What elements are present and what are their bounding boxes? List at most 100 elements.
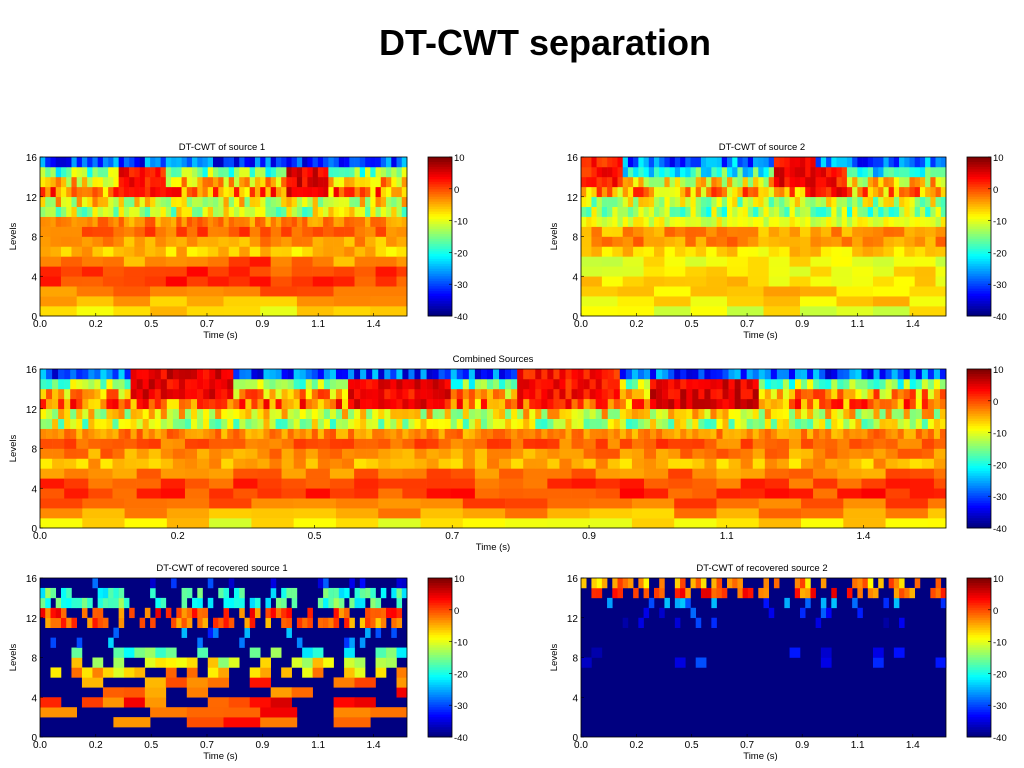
heatmap-cell [46,418,53,429]
colorbar-segment [428,221,452,225]
heatmap-cell [909,438,923,449]
heatmap-cell [76,378,83,390]
heatmap-cell [810,176,816,188]
heatmap-cell [139,186,146,198]
colorbar-segment [428,199,452,203]
heatmap-cell [706,226,717,237]
heatmap-cell [940,216,947,227]
heatmap-cell [820,657,832,668]
heatmap-cell [680,216,686,227]
heatmap-cell [223,587,230,599]
heatmap-cell [251,388,258,400]
heatmap-cell [40,296,77,307]
heatmap-cell [613,398,621,410]
heatmap-cell [108,157,114,168]
heatmap-cell [450,478,476,489]
colorbar-segment [967,595,991,599]
heatmap-cell [275,418,282,429]
heatmap-cell [359,617,366,628]
heatmap-cell [323,216,329,227]
heatmap-cell [831,587,837,599]
heatmap-cell [94,388,101,400]
heatmap-cell [680,398,687,410]
heatmap-cell [648,186,655,198]
heatmap-cell [354,226,366,237]
heatmap-cell [197,378,204,390]
heatmap-cell [50,206,57,217]
heatmap-cell [933,418,941,429]
colorbar-segment [967,174,991,178]
heatmap-cell [583,438,596,449]
heatmap-cell [338,176,345,188]
heatmap-cell [328,186,334,198]
heatmap-cell [836,166,843,178]
heatmap-cell [270,697,292,708]
heatmap-cell [612,196,618,207]
heatmap-cell [583,408,590,419]
heatmap-cell [770,418,778,429]
heatmap-cell [136,369,143,380]
heatmap-cell [233,458,246,469]
heatmap-cell [914,256,936,267]
heatmap-cell [144,246,156,257]
colorbar-segment [967,293,991,297]
y-tick-label: 8 [572,233,578,244]
heatmap-cell [768,226,780,237]
heatmap-cell [142,388,150,400]
colorbar-segment [428,298,452,302]
heatmap-cell [123,157,130,168]
heatmap-cell [742,157,749,168]
heatmap-cell [265,607,271,619]
heatmap-cell [317,196,324,207]
colorbar-tick-label: -30 [993,701,1007,712]
heatmap-cell [155,226,167,237]
heatmap-cell [935,216,942,227]
heatmap-cell [462,378,470,390]
heatmap-cell [312,186,319,198]
heatmap-cell [245,428,252,439]
heatmap-cell [873,418,880,429]
heatmap-cell [209,398,216,410]
heatmap-cell [711,176,717,188]
heatmap-cell [375,657,387,668]
heatmap-cell [659,196,665,207]
heatmap-cell [935,587,942,599]
heatmap-cell [296,176,303,188]
heatmap-cell [312,236,324,247]
heatmap-cell [867,587,874,599]
heatmap-cell [335,398,343,410]
colorbar-segment [967,672,991,676]
heatmap-cell [269,408,276,419]
heatmap-cell [897,388,905,400]
heatmap-cell [249,647,261,658]
heatmap-cell [820,607,827,619]
heatmap-cell [904,236,916,247]
colorbar-segment [967,525,991,529]
heatmap-cell [46,388,53,400]
heatmap-cell [181,206,188,217]
heatmap-cell [788,388,796,400]
heatmap-cell [378,448,391,459]
heatmap-cell [800,176,806,188]
heatmap-cell [474,378,482,390]
heatmap-cell [139,157,146,168]
heatmap-cell [414,388,421,400]
heatmap-cell [144,266,167,277]
heatmap-cell [674,578,681,589]
heatmap-cell [184,418,192,429]
heatmap-cell [333,196,340,207]
heatmap-cell [124,458,137,469]
heatmap-cell [581,256,603,267]
heatmap-cell [281,398,288,410]
colorbar-segment [967,406,991,410]
colorbar-frame [966,156,992,317]
heatmap-cell [852,578,858,589]
heatmap-cell [617,186,624,198]
colorbar-segment [967,729,991,733]
heatmap-cell [559,458,572,469]
heatmap-cell [52,448,65,459]
heatmap-cell [233,157,240,168]
heatmap-cell [378,369,385,380]
heatmap-cell [123,246,135,257]
